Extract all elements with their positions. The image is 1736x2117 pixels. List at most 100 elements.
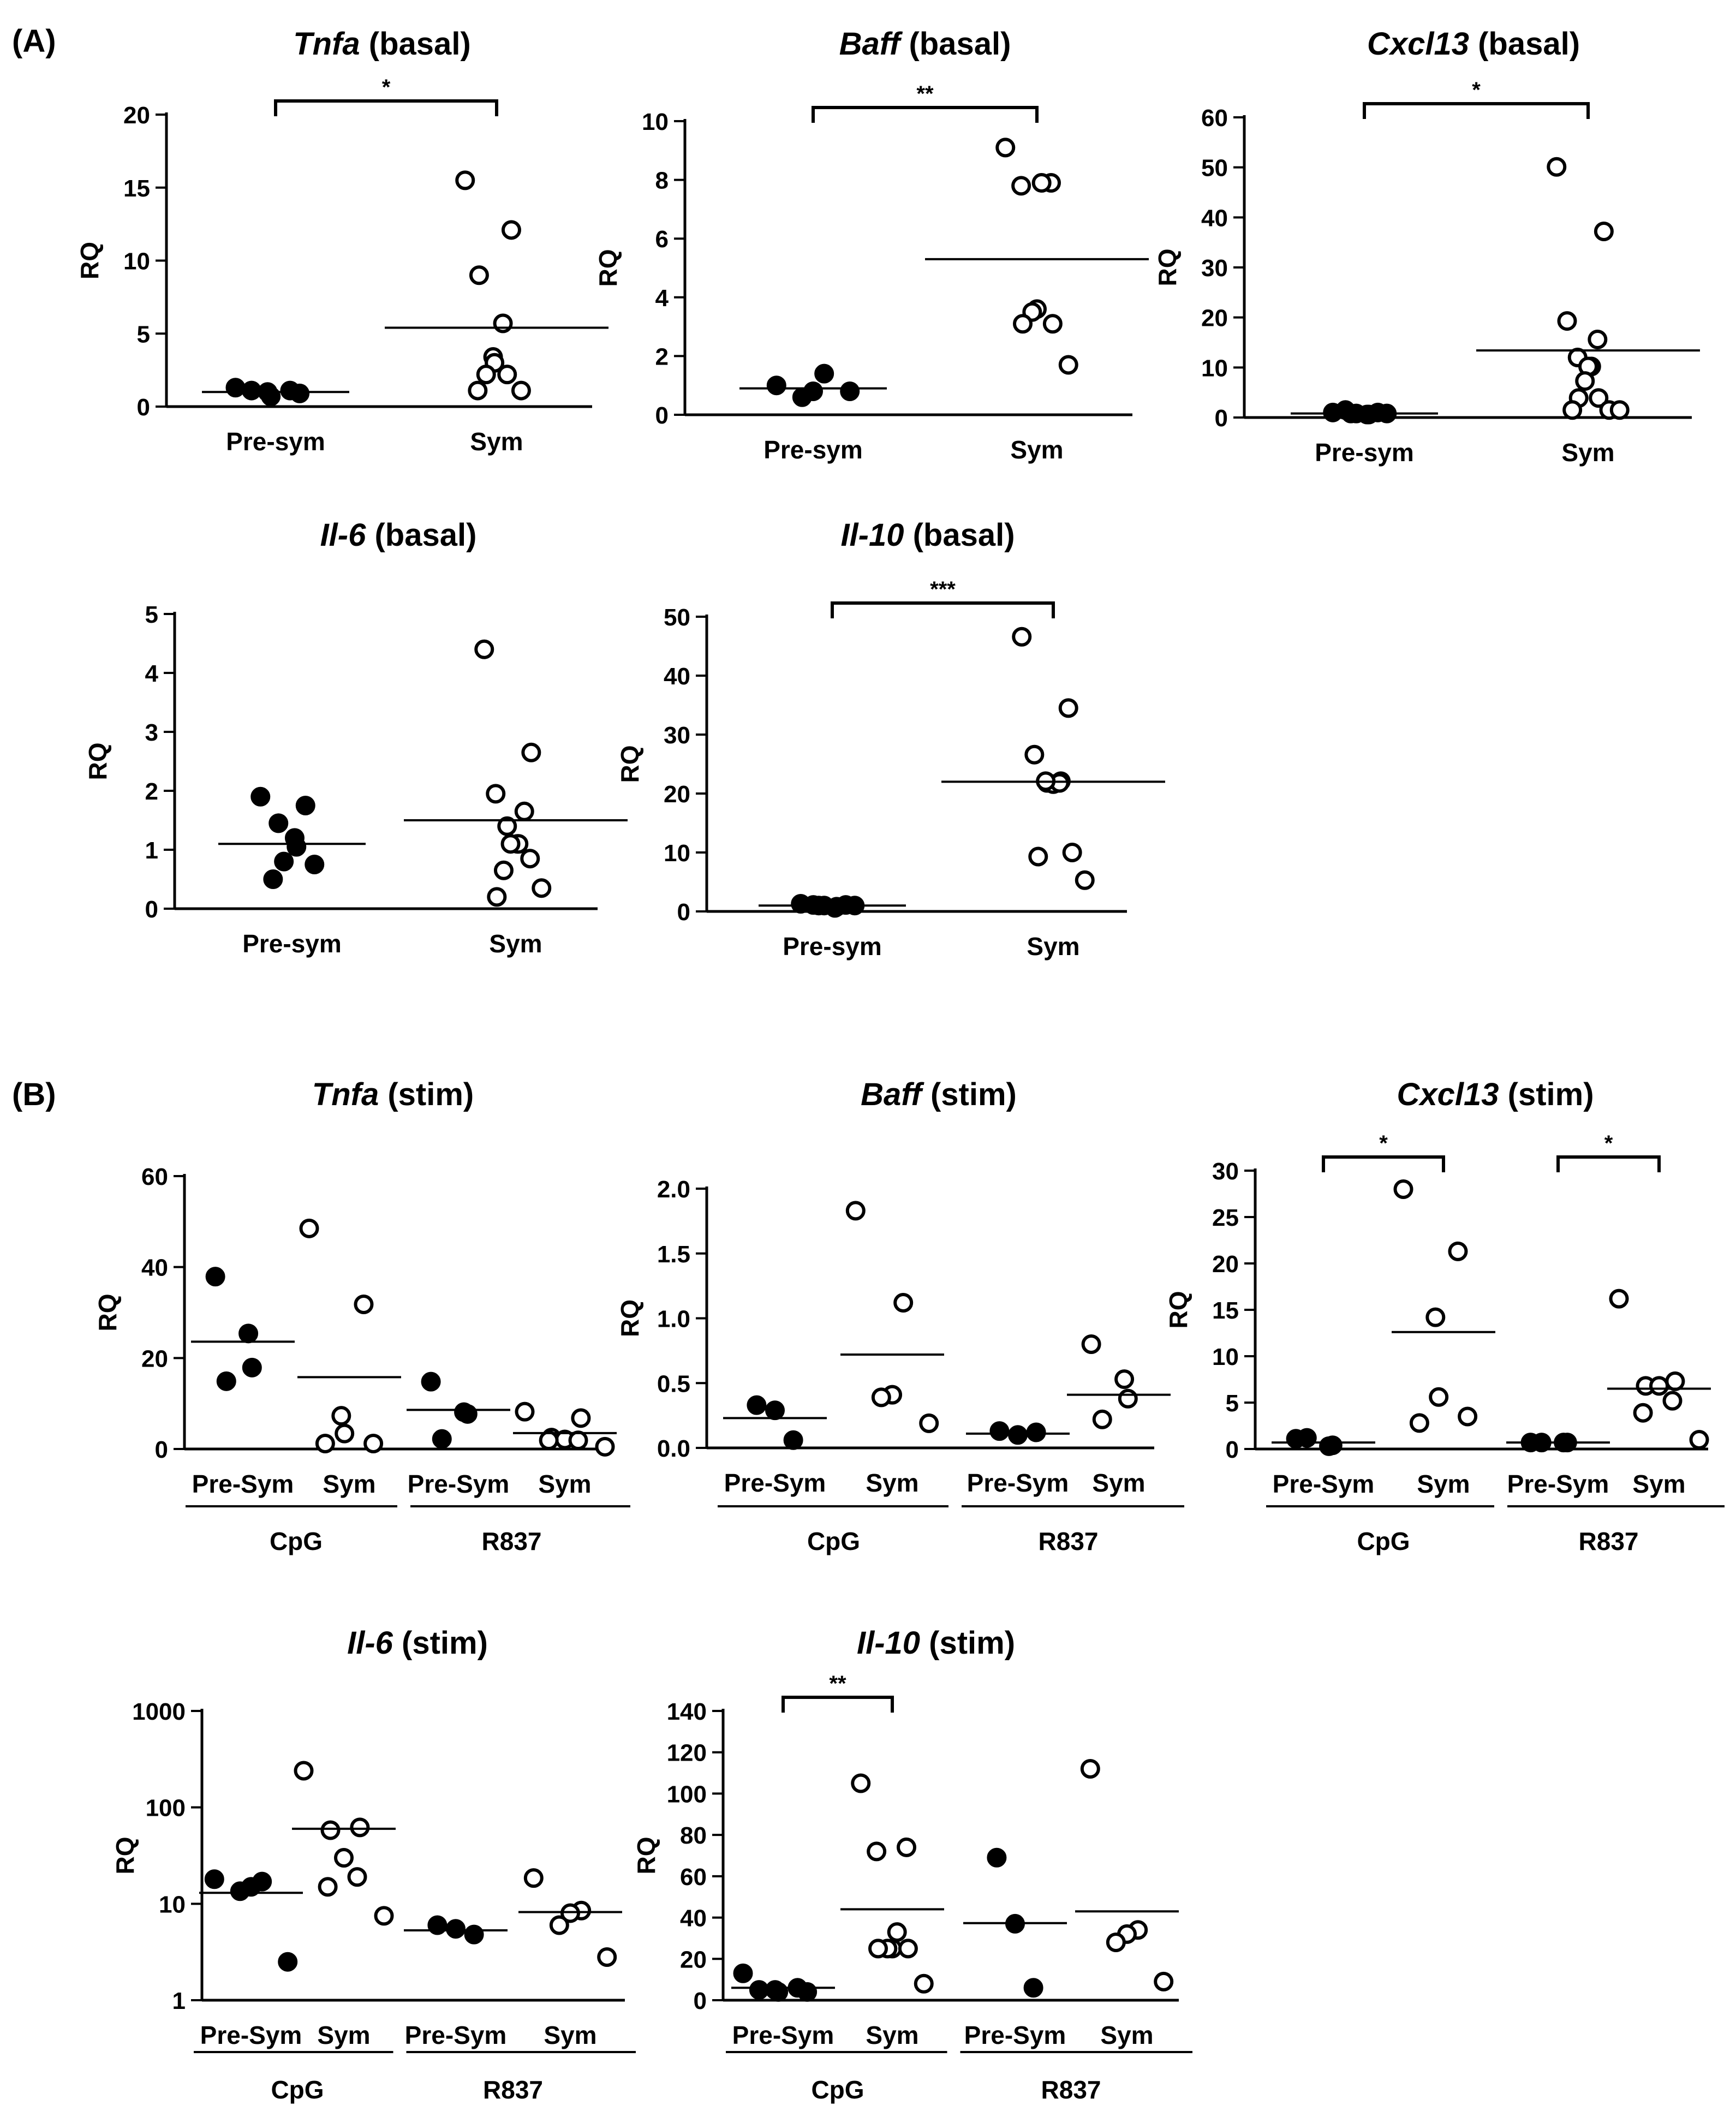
category-label: Sym — [317, 2021, 370, 2049]
y-tick-label: 1.0 — [657, 1306, 690, 1333]
data-point — [455, 170, 475, 190]
data-point — [1609, 1289, 1629, 1309]
chart-title: Baff (stim) — [861, 1077, 1017, 1112]
chart-title: Cxcl13 (basal) — [1367, 26, 1580, 62]
data-point — [320, 1820, 341, 1840]
y-tick-label: 15 — [1212, 1297, 1239, 1324]
chart-title-gene: Cxcl13 — [1367, 26, 1469, 62]
chart-1: Baff (basal) 0 2 4 6 8 10 RQ Pre-sym Sym ** — [594, 26, 1149, 464]
chart-title-gene: Il-10 — [840, 517, 904, 553]
data-point — [421, 1371, 441, 1392]
data-point — [1322, 1435, 1343, 1456]
data-point — [887, 1922, 907, 1942]
category-label: Pre-Sym — [732, 2021, 834, 2049]
chart-title: Il-6 (basal) — [320, 517, 477, 553]
significance-label: * — [1379, 1131, 1388, 1155]
data-point — [295, 796, 315, 815]
data-point — [1031, 172, 1052, 193]
chart-title-suffix: (basal) — [904, 517, 1015, 553]
chart-title-gene: Baff — [861, 1077, 924, 1112]
y-tick-label: 40 — [1201, 205, 1228, 231]
category-label: Sym — [538, 1470, 591, 1498]
data-point — [1662, 1391, 1683, 1411]
y-tick-label: 1 — [172, 1988, 186, 2014]
significance-label: * — [382, 75, 391, 99]
y-tick-label: 5 — [145, 601, 158, 628]
data-point — [1665, 1371, 1685, 1391]
significance-bracket — [812, 106, 1039, 123]
y-tick-label: 5 — [1226, 1390, 1239, 1417]
data-point — [350, 1817, 370, 1838]
y-tick-label: 0 — [694, 1988, 707, 2014]
significance-label: * — [1472, 78, 1481, 102]
category-label: Sym — [1417, 1470, 1470, 1498]
data-point — [335, 1423, 355, 1444]
y-tick-label: 50 — [1201, 155, 1228, 182]
data-point — [514, 801, 534, 821]
y-tick-label: 60 — [1201, 105, 1228, 132]
data-point — [446, 1919, 466, 1939]
data-point — [1080, 1759, 1100, 1779]
chart-title: Il-10 (stim) — [857, 1625, 1015, 1661]
category-label: Sym — [470, 427, 523, 456]
significance-label: ** — [916, 82, 934, 106]
y-axis-label: RQ — [111, 1837, 139, 1875]
chart-2: Cxcl13 (basal) 0 10 20 30 40 50 60 RQ Pre-sym Sym * — [1153, 26, 1700, 467]
y-tick-label: 25 — [1212, 1204, 1239, 1231]
data-point — [1075, 870, 1095, 890]
data-point — [1008, 1425, 1028, 1445]
data-point — [363, 1434, 384, 1453]
data-point — [493, 860, 514, 880]
data-point — [515, 1402, 535, 1422]
data-point — [539, 1430, 559, 1451]
data-point — [1012, 627, 1032, 647]
category-label: Pre-Sym — [724, 1469, 826, 1497]
chart-title: Tnfa (basal) — [293, 26, 471, 62]
data-point — [597, 1947, 617, 1967]
data-point — [290, 383, 310, 403]
data-point — [1609, 400, 1630, 420]
chart-title-suffix: (basal) — [360, 26, 471, 62]
y-tick-label: 40 — [664, 663, 690, 690]
data-point — [487, 887, 507, 907]
category-label: Pre-sym — [783, 932, 882, 961]
chart-title-suffix: (basal) — [900, 26, 1011, 62]
data-point — [868, 1939, 888, 1959]
chart-title-suffix: (basal) — [366, 517, 476, 553]
data-point — [204, 1869, 224, 1889]
y-tick-label: 80 — [680, 1822, 707, 1849]
group-label: CpG — [811, 2076, 864, 2104]
data-point — [995, 138, 1016, 158]
data-point — [1028, 846, 1048, 867]
chart-title: Il-6 (stim) — [347, 1625, 488, 1661]
chart-7: Cxcl13 (stim) 0 5 10 15 20 25 30 RQ Pre-Sym Sym Pre… — [1164, 1077, 1725, 1555]
data-point — [493, 313, 513, 333]
data-point — [765, 1400, 785, 1421]
data-point — [241, 380, 261, 401]
chart-title-suffix: (stim) — [393, 1625, 488, 1661]
data-point — [1023, 1978, 1043, 1998]
data-point — [747, 1395, 767, 1415]
data-point — [347, 1867, 367, 1887]
y-tick-label: 4 — [145, 660, 159, 687]
y-tick-label: 140 — [667, 1698, 707, 1725]
data-point — [225, 378, 246, 398]
y-tick-label: 0 — [155, 1436, 168, 1463]
y-tick-label: 10 — [123, 248, 150, 275]
data-point — [1588, 330, 1608, 349]
group-label: R837 — [1041, 2076, 1101, 2104]
data-point — [792, 387, 812, 407]
data-point — [476, 365, 496, 385]
y-tick-label: 5 — [137, 321, 150, 348]
data-point — [1393, 1179, 1413, 1199]
chart-title-gene: Baff — [839, 26, 903, 62]
chart-4: Il-10 (basal) 0 10 20 30 40 50 RQ Pre-sym Sym *** — [616, 517, 1165, 961]
data-point — [1547, 157, 1567, 177]
data-point — [1425, 1307, 1446, 1327]
chart-title-gene: Il-10 — [857, 1625, 920, 1661]
y-tick-label: 0 — [655, 402, 669, 429]
chart-9: Il-10 (stim) 0 20 40 60 80 100 120 140 RQ Pre-Sym S… — [632, 1625, 1192, 2104]
data-point — [497, 365, 517, 385]
chart-6: Baff (stim) 0.0 0.5 1.0 1.5 2.0 RQ Pre-Sym Sym Pr… — [616, 1077, 1184, 1555]
